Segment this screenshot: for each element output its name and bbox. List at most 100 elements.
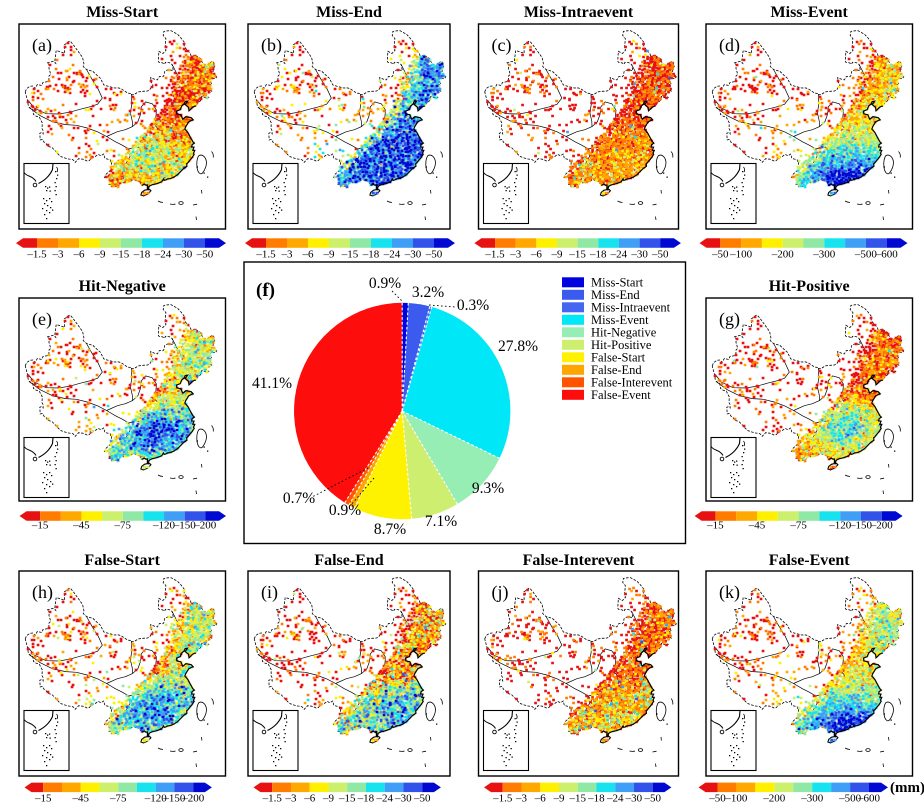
svg-text:–75: –75 [114,519,132,531]
svg-text:8.7%: 8.7% [374,521,406,538]
svg-text:–15: –15 [568,793,586,805]
svg-text:Hit-Negative: Hit-Negative [79,278,166,295]
svg-text:(i): (i) [261,582,278,603]
svg-text:–600: –600 [857,793,881,805]
svg-text:–300: –300 [800,793,824,805]
svg-text:Miss-Event: Miss-Event [771,4,849,21]
svg-text:–150: –150 [173,519,197,531]
svg-text:(mm): (mm) [890,780,924,796]
svg-text:False-Event: False-Event [769,552,851,569]
svg-text:–120: –120 [828,519,852,531]
svg-text:–24: –24 [383,249,401,261]
svg-text:–3: –3 [285,793,298,805]
svg-text:–15: –15 [706,519,724,531]
svg-text:–600: –600 [875,249,899,261]
svg-text:False-Start: False-Start [84,552,160,569]
svg-text:Hit-Positive: Hit-Positive [769,278,850,295]
svg-text:–75: –75 [789,519,807,531]
svg-text:False-Interevent: False-Interevent [523,552,635,569]
svg-text:(c): (c) [492,35,512,56]
svg-text:3.2%: 3.2% [412,284,444,301]
svg-text:7.1%: 7.1% [425,513,457,530]
svg-text:–120: –120 [144,793,168,805]
svg-text:(d): (d) [719,35,740,56]
svg-text:Miss-End: Miss-End [316,4,382,21]
svg-text:–50: –50 [651,249,669,261]
svg-text:(h): (h) [32,582,53,603]
svg-text:–50: –50 [708,793,726,805]
svg-text:–150: –150 [849,519,873,531]
svg-text:–30: –30 [630,249,648,261]
svg-text:–3: –3 [281,249,294,261]
svg-text:False-End: False-End [591,363,642,377]
svg-text:–200: –200 [181,793,205,805]
svg-text:(e): (e) [32,309,52,330]
svg-text:–75: –75 [109,793,127,805]
svg-text:–3: –3 [52,249,65,261]
svg-text:–6: –6 [534,793,547,805]
svg-text:–6: –6 [302,249,315,261]
svg-text:–200: –200 [193,519,217,531]
svg-text:–24: –24 [610,249,628,261]
svg-text:–18: –18 [362,249,380,261]
svg-text:False-Interevent: False-Interevent [591,376,673,390]
svg-text:–50: –50 [643,793,661,805]
svg-text:(k): (k) [719,582,740,603]
svg-text:(b): (b) [261,35,282,56]
svg-text:–9: –9 [553,793,566,805]
svg-text:–15: –15 [34,793,52,805]
svg-text:–1.5: –1.5 [26,249,47,261]
svg-text:Hit-Negative: Hit-Negative [591,326,657,340]
svg-text:Miss-Event: Miss-Event [591,313,649,327]
svg-text:False-Event: False-Event [591,388,651,402]
svg-text:0.3%: 0.3% [457,297,489,314]
svg-text:Hit-Positive: Hit-Positive [591,338,652,352]
svg-text:–6: –6 [530,249,543,261]
svg-text:–9: –9 [94,249,107,261]
svg-text:Miss-Intraevent: Miss-Intraevent [591,301,671,315]
svg-text:–50: –50 [413,793,431,805]
svg-text:–45: –45 [71,793,89,805]
svg-text:–120: –120 [152,519,176,531]
svg-text:–150: –150 [162,793,186,805]
svg-text:False-End: False-End [314,552,383,569]
svg-text:–6: –6 [73,249,86,261]
svg-text:–100: –100 [724,793,748,805]
svg-text:–1.5: –1.5 [492,793,513,805]
svg-text:0.9%: 0.9% [369,275,401,292]
svg-text:–3: –3 [509,249,522,261]
svg-text:–50: –50 [711,249,729,261]
svg-text:Miss-Start: Miss-Start [591,276,644,290]
svg-text:–9: –9 [322,793,335,805]
svg-text:–15: –15 [338,793,356,805]
svg-text:–45: –45 [748,519,766,531]
svg-text:(j): (j) [492,582,509,603]
svg-text:–45: –45 [72,519,90,531]
svg-text:27.8%: 27.8% [498,338,538,355]
svg-text:9.3%: 9.3% [472,480,504,497]
svg-text:41.1%: 41.1% [252,375,292,392]
svg-text:–24: –24 [154,249,172,261]
svg-text:–30: –30 [625,793,643,805]
svg-text:–200: –200 [771,249,795,261]
svg-text:–6: –6 [303,793,316,805]
svg-text:–1.5: –1.5 [484,249,505,261]
svg-text:Miss-End: Miss-End [591,288,640,302]
svg-text:–30: –30 [394,793,412,805]
svg-text:–50: –50 [196,249,214,261]
svg-text:–18: –18 [587,793,605,805]
svg-text:–30: –30 [404,249,422,261]
svg-text:–30: –30 [175,249,193,261]
svg-text:–100: –100 [729,249,753,261]
svg-text:–18: –18 [133,249,151,261]
svg-text:–50: –50 [425,249,443,261]
svg-text:(g): (g) [719,309,740,330]
svg-text:–15: –15 [31,519,49,531]
svg-text:–18: –18 [589,249,607,261]
svg-text:(f): (f) [256,280,275,301]
svg-text:–9: –9 [323,249,336,261]
svg-text:–15: –15 [568,249,586,261]
svg-text:–9: –9 [551,249,564,261]
svg-text:–200: –200 [762,793,786,805]
svg-text:Miss-Intraevent: Miss-Intraevent [524,4,634,21]
